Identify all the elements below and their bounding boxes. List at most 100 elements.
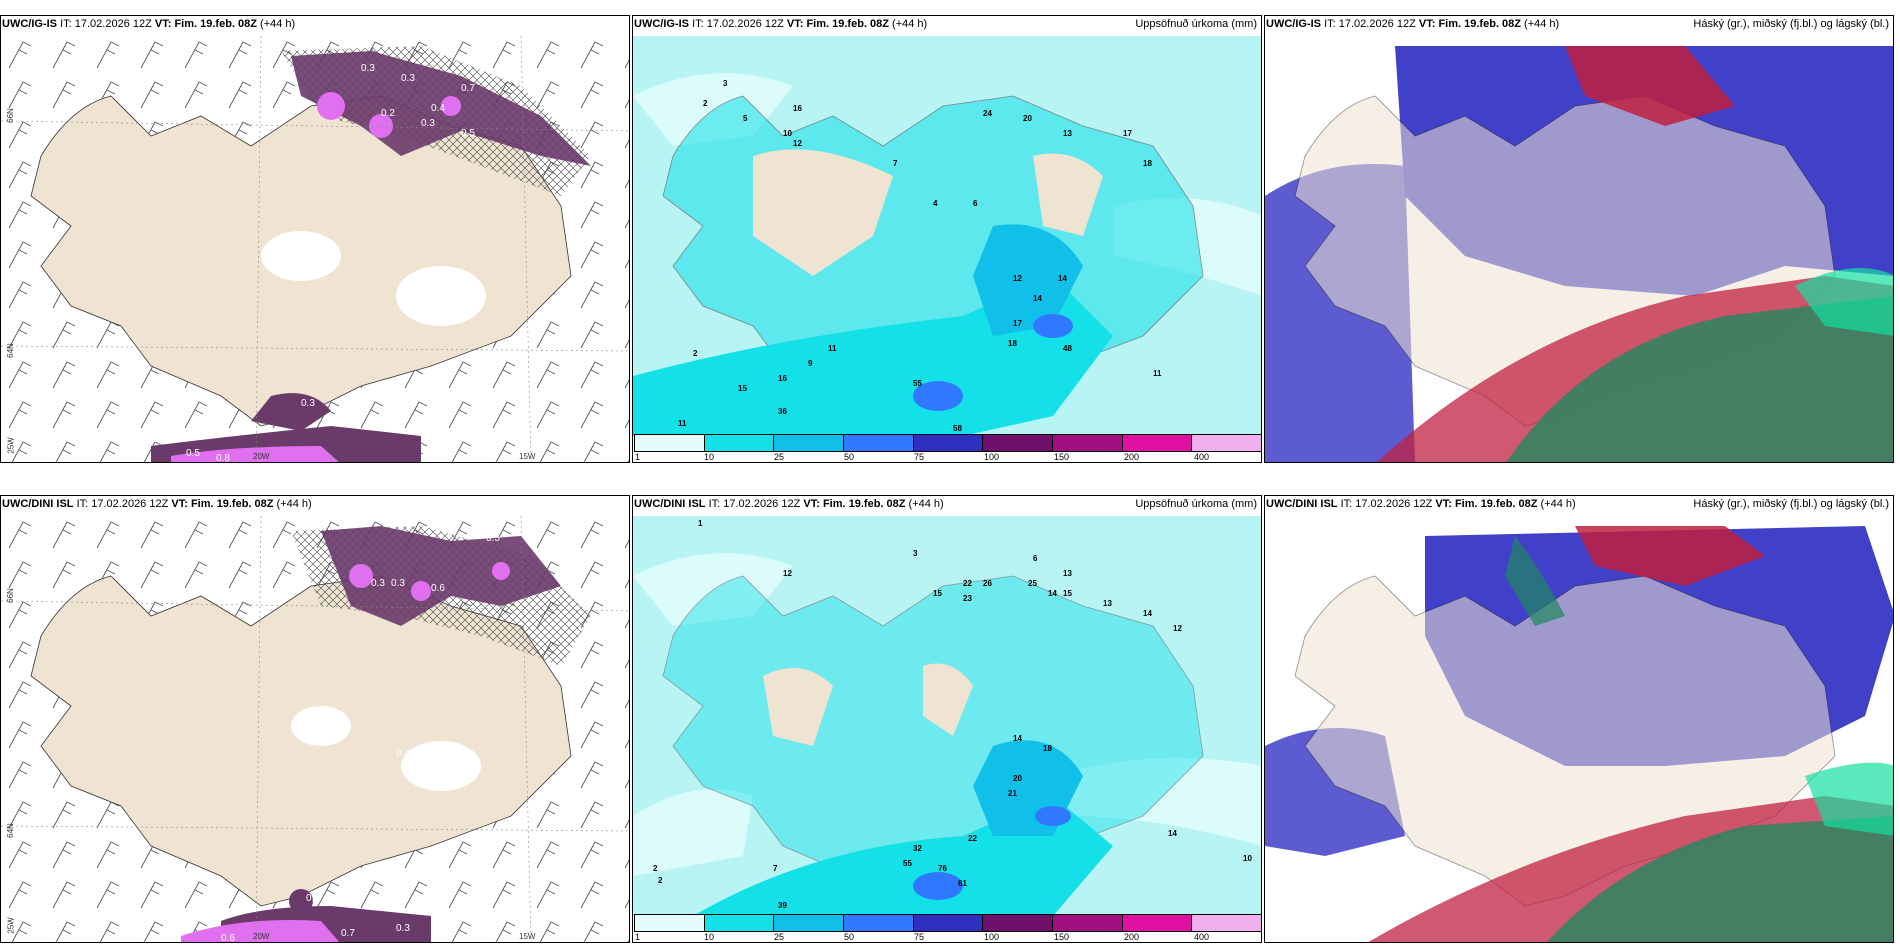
svg-text:14: 14 xyxy=(1033,294,1042,303)
svg-text:32: 32 xyxy=(913,844,922,853)
svg-text:11: 11 xyxy=(1153,369,1162,378)
panel-header: UWC/IG-IS IT: 17.02.2026 12Z VT: Fim. 19… xyxy=(2,18,296,30)
svg-text:39: 39 xyxy=(778,901,787,910)
svg-text:25: 25 xyxy=(1028,579,1037,588)
panel-header: UWC/DINI ISL IT: 17.02.2026 12Z VT: Fim.… xyxy=(2,498,312,510)
svg-text:3: 3 xyxy=(913,549,918,558)
snow-label: 0.3 xyxy=(361,63,375,74)
svg-text:13: 13 xyxy=(1063,569,1072,578)
snow-label: 0.4 xyxy=(396,748,410,759)
svg-text:14: 14 xyxy=(1048,589,1057,598)
svg-text:3: 3 xyxy=(723,79,728,88)
panel-title: Uppsöfnuð úrkoma (mm) xyxy=(1135,498,1257,510)
svg-text:36: 36 xyxy=(778,407,787,416)
legend-swatch xyxy=(1122,435,1193,451)
legend-tick: 75 xyxy=(914,452,925,462)
cloud-map xyxy=(1265,516,1893,942)
svg-text:17: 17 xyxy=(1123,129,1132,138)
svg-text:61: 61 xyxy=(958,879,967,888)
svg-text:26: 26 xyxy=(983,579,992,588)
legend-swatch xyxy=(1192,915,1261,931)
snow-label: 0.6 xyxy=(431,583,445,594)
svg-text:15: 15 xyxy=(1063,589,1072,598)
svg-text:18: 18 xyxy=(1043,744,1052,753)
svg-text:12: 12 xyxy=(783,569,792,578)
panel-title: Uppsöfnuð úrkoma (mm) xyxy=(1135,18,1257,30)
svg-text:4: 4 xyxy=(933,199,938,208)
precip-map: 2 5 3 12 10 16 7 6 4 24 20 13 17 18 12 1… xyxy=(633,36,1261,436)
legend-swatch xyxy=(913,915,984,931)
legend-tick: 150 xyxy=(1054,932,1070,942)
legend-tick: 150 xyxy=(1054,452,1070,462)
legend-tick: 50 xyxy=(844,932,855,942)
svg-text:10: 10 xyxy=(783,129,792,138)
svg-text:22: 22 xyxy=(963,579,972,588)
snow-label: 0.7 xyxy=(306,893,320,904)
legend-tick: 25 xyxy=(774,932,785,942)
lon-label: 15W xyxy=(519,932,536,941)
snow-label: 0.2 xyxy=(381,108,395,119)
svg-text:7: 7 xyxy=(893,159,898,168)
svg-text:55: 55 xyxy=(903,859,912,868)
legend-tick: 1 xyxy=(635,932,641,942)
legend-swatch xyxy=(913,435,984,451)
legend-swatch xyxy=(1053,435,1123,451)
svg-text:5: 5 xyxy=(743,114,748,123)
panel-precip-row2: UWC/DINI ISL IT: 17.02.2026 12Z VT: Fim.… xyxy=(632,495,1262,943)
svg-text:48: 48 xyxy=(1063,344,1072,353)
svg-text:11: 11 xyxy=(828,344,837,353)
lat-label: 66N xyxy=(5,588,15,603)
svg-text:76: 76 xyxy=(938,864,947,873)
svg-text:6: 6 xyxy=(1033,554,1038,563)
panel-precip-row1: UWC/IG-IS IT: 17.02.2026 12Z VT: Fim. 19… xyxy=(632,15,1262,463)
legend-tick: 10 xyxy=(704,932,715,942)
panel-clouds-row1: UWC/IG-IS IT: 17.02.2026 12Z VT: Fim. 19… xyxy=(1264,15,1894,463)
snow-label: 0.3 xyxy=(401,73,415,84)
snow-label: 0.3 xyxy=(421,118,435,129)
svg-text:1: 1 xyxy=(698,519,703,528)
wind-snow-map: 0.3 0.3 0.2 0.3 0.7 0.5 0.4 0.8 0.5 0.3 xyxy=(1,36,629,462)
panel-title: Háský (gr.), miðský (fj.bl.) og lágský (… xyxy=(1693,18,1889,30)
svg-text:14: 14 xyxy=(1013,734,1022,743)
svg-text:11: 11 xyxy=(678,419,687,428)
cloud-map xyxy=(1265,36,1893,462)
legend-tick: 75 xyxy=(914,932,925,942)
svg-text:2: 2 xyxy=(703,99,708,108)
panel-header: UWC/IG-IS IT: 17.02.2026 12Z VT: Fim. 19… xyxy=(1266,18,1560,30)
snow-label: 0.3 xyxy=(301,398,315,409)
lon-label: 15W xyxy=(519,452,536,461)
wind-snow-map: 0.5 0.3 0.3 0.6 0.4 0.4 0.7 0.3 0.6 0.7 xyxy=(1,516,629,942)
svg-text:55: 55 xyxy=(913,379,922,388)
snow-label: 0.4 xyxy=(451,748,465,759)
svg-text:18: 18 xyxy=(1143,159,1152,168)
lat-label: 66N xyxy=(5,108,15,123)
svg-text:2: 2 xyxy=(693,349,698,358)
svg-text:13: 13 xyxy=(1063,129,1072,138)
panel-header: UWC/DINI ISL IT: 17.02.2026 12Z VT: Fim.… xyxy=(634,498,944,510)
precip-map: 1 3 12 6 13 15 22 23 26 25 13 14 15 14 1… xyxy=(633,516,1261,916)
svg-text:2: 2 xyxy=(658,876,663,885)
snow-label: 0.3 xyxy=(391,578,405,589)
svg-text:16: 16 xyxy=(778,374,787,383)
lon-label: 20W xyxy=(253,932,270,941)
legend-swatch xyxy=(704,435,775,451)
legend-tick: 1 xyxy=(635,452,641,462)
svg-text:12: 12 xyxy=(793,139,802,148)
lat-label: 64N xyxy=(5,823,15,838)
snow-label: 0.7 xyxy=(461,83,475,94)
legend-swatch xyxy=(844,915,914,931)
legend-swatch xyxy=(635,915,705,931)
legend-swatch xyxy=(635,435,705,451)
snow-label: 0.3 xyxy=(396,923,410,934)
legend-tick: 10 xyxy=(704,452,715,462)
svg-text:15: 15 xyxy=(933,589,942,598)
panel-clouds-row2: UWC/DINI ISL IT: 17.02.2026 12Z VT: Fim.… xyxy=(1264,495,1894,943)
legend-tick: 50 xyxy=(844,452,855,462)
svg-text:2: 2 xyxy=(653,864,658,873)
svg-text:22: 22 xyxy=(968,834,977,843)
legend-swatch xyxy=(774,435,845,451)
legend-swatch xyxy=(844,435,914,451)
precip-values: 2 5 3 12 10 16 7 6 4 24 20 13 17 18 12 1… xyxy=(678,79,1162,433)
legend-swatch xyxy=(1192,435,1261,451)
svg-text:23: 23 xyxy=(963,594,972,603)
